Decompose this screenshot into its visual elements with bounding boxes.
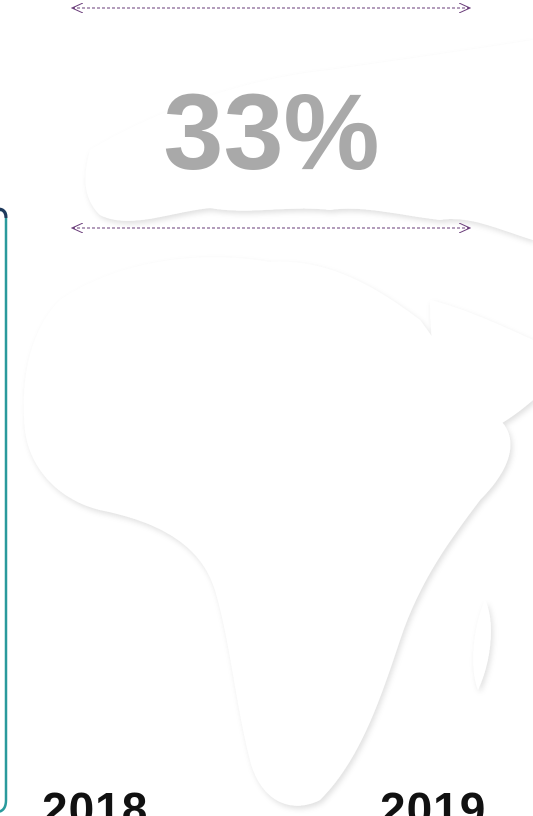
year-label: 2018 xyxy=(42,783,149,816)
map xyxy=(23,40,533,806)
stat-value: 33% xyxy=(163,71,380,192)
year-label: 2019 xyxy=(380,783,487,816)
panel-border xyxy=(0,208,8,813)
panel-corner xyxy=(0,207,8,219)
